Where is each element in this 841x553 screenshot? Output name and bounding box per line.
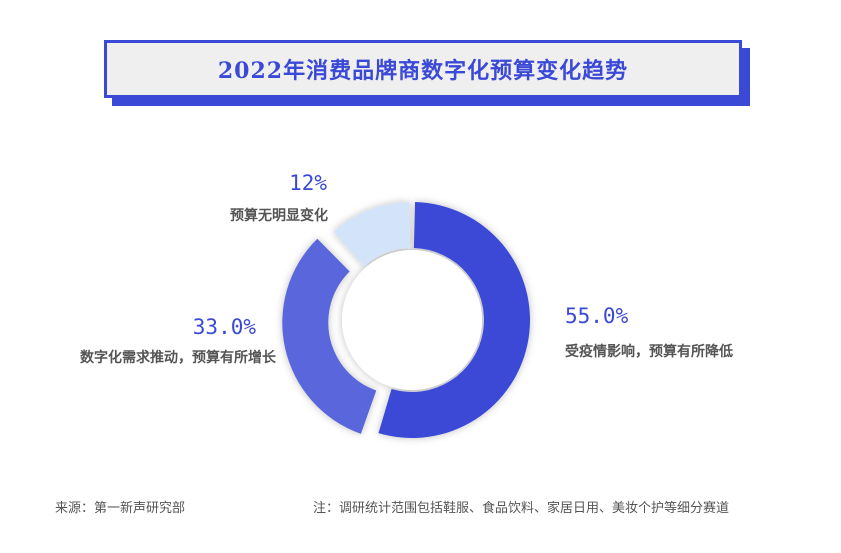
percent-label-decrease: 55.0% <box>565 304 629 328</box>
slice-no-change <box>333 202 411 267</box>
percent-label-no-change: 12% <box>289 171 327 195</box>
footnote: 注：调研统计范围包括鞋服、食品饮料、家居日用、美妆个护等细分赛道 <box>313 501 730 516</box>
donut-hole <box>342 250 482 390</box>
category-label-no-change: 预算无明显变化 <box>230 207 328 224</box>
category-label-increase: 数字化需求推动，预算有所增长 <box>80 349 277 366</box>
chart-title: 2022年消费品牌商数字化预算变化趋势 <box>217 58 629 84</box>
slice-increase <box>282 238 377 434</box>
percent-label-increase: 33.0% <box>193 315 257 339</box>
category-label-decrease: 受疫情影响，预算有所降低 <box>565 343 733 360</box>
source-note: 来源：第一新声研究部 <box>55 501 186 516</box>
slice-decrease <box>378 202 530 439</box>
title-box: 2022年消费品牌商数字化预算变化趋势 <box>104 40 742 98</box>
